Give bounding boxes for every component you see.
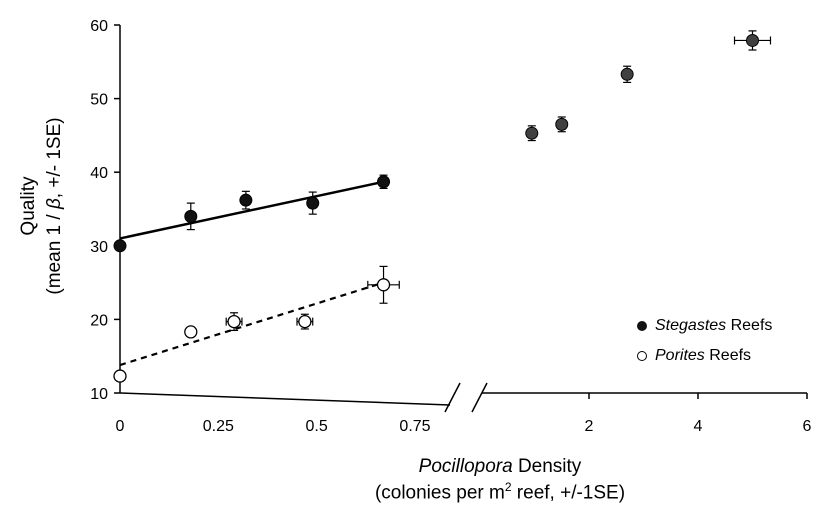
data-point-marker [113,369,127,383]
data-point-marker [184,325,198,339]
legend-item-porites: Porites Reefs [637,347,751,365]
stegastes-point [555,116,569,133]
open-circle-icon [637,350,647,361]
data-point-marker [239,193,253,207]
trendlines [119,180,384,367]
stegastes-point [184,202,198,231]
porites-trendline [119,281,384,367]
data-point-marker [620,67,634,81]
stegastes-point [525,125,539,142]
data-marks [113,30,772,383]
data-point-marker [376,278,391,292]
porites-point [113,369,127,383]
y-tick-label: 30 [90,239,108,256]
x-tick-label: 2 [585,418,594,435]
data-point-marker [377,175,391,189]
porites-point [296,313,314,330]
stegastes-point [620,65,634,84]
data-point-marker [306,196,320,210]
data-point-marker [555,117,569,131]
y-tick-label: 10 [90,386,108,403]
porites-point [367,265,400,304]
x-axis-line-left [119,392,451,406]
x-tick-label: 0.25 [203,418,234,435]
stegastes-point [306,191,320,215]
legend-item-stegastes: Stegastes Reefs [637,317,772,335]
stegastes-point [733,30,772,51]
filled-circle-icon [637,320,647,331]
stegastes-point [377,174,391,189]
x-tick-label: 6 [803,418,812,435]
x-tick-label: 4 [694,418,703,435]
data-point-marker [113,239,127,253]
y-axis-label-line2: (mean 1 / β, +/- 1SE) [44,117,65,295]
y-tick-label: 60 [90,18,108,35]
y-axis-label-line1: Quality [18,176,39,236]
y-tick-label: 40 [90,165,108,182]
tick-labels: 10 20 30 40 50 60 0 0.25 0.5 0.75 2 4 6 [90,18,811,435]
data-point-marker [227,314,241,329]
data-point-marker [525,126,539,140]
stegastes-point [113,239,127,253]
x-axis-label: Pocillopora Density [418,456,582,477]
porites-point [184,325,198,339]
x-tick-label: 0.5 [306,418,328,435]
x-axis-label-line2: (colonies per m2 reef, +/-1SE) [374,480,626,504]
axes [114,24,808,413]
x-tick-label: 0 [116,418,125,435]
axis-break-mark [471,382,488,413]
x-tick-label: 0.75 [399,418,430,435]
data-point-marker [746,33,759,47]
axis-break-mark [444,382,461,413]
data-point-marker [298,314,312,329]
stegastes-point [239,190,253,210]
porites-point [225,312,243,332]
data-point-marker [184,209,198,223]
y-tick-label: 50 [90,92,108,109]
stegastes-trendline [119,180,384,240]
y-tick-label: 20 [90,312,108,329]
